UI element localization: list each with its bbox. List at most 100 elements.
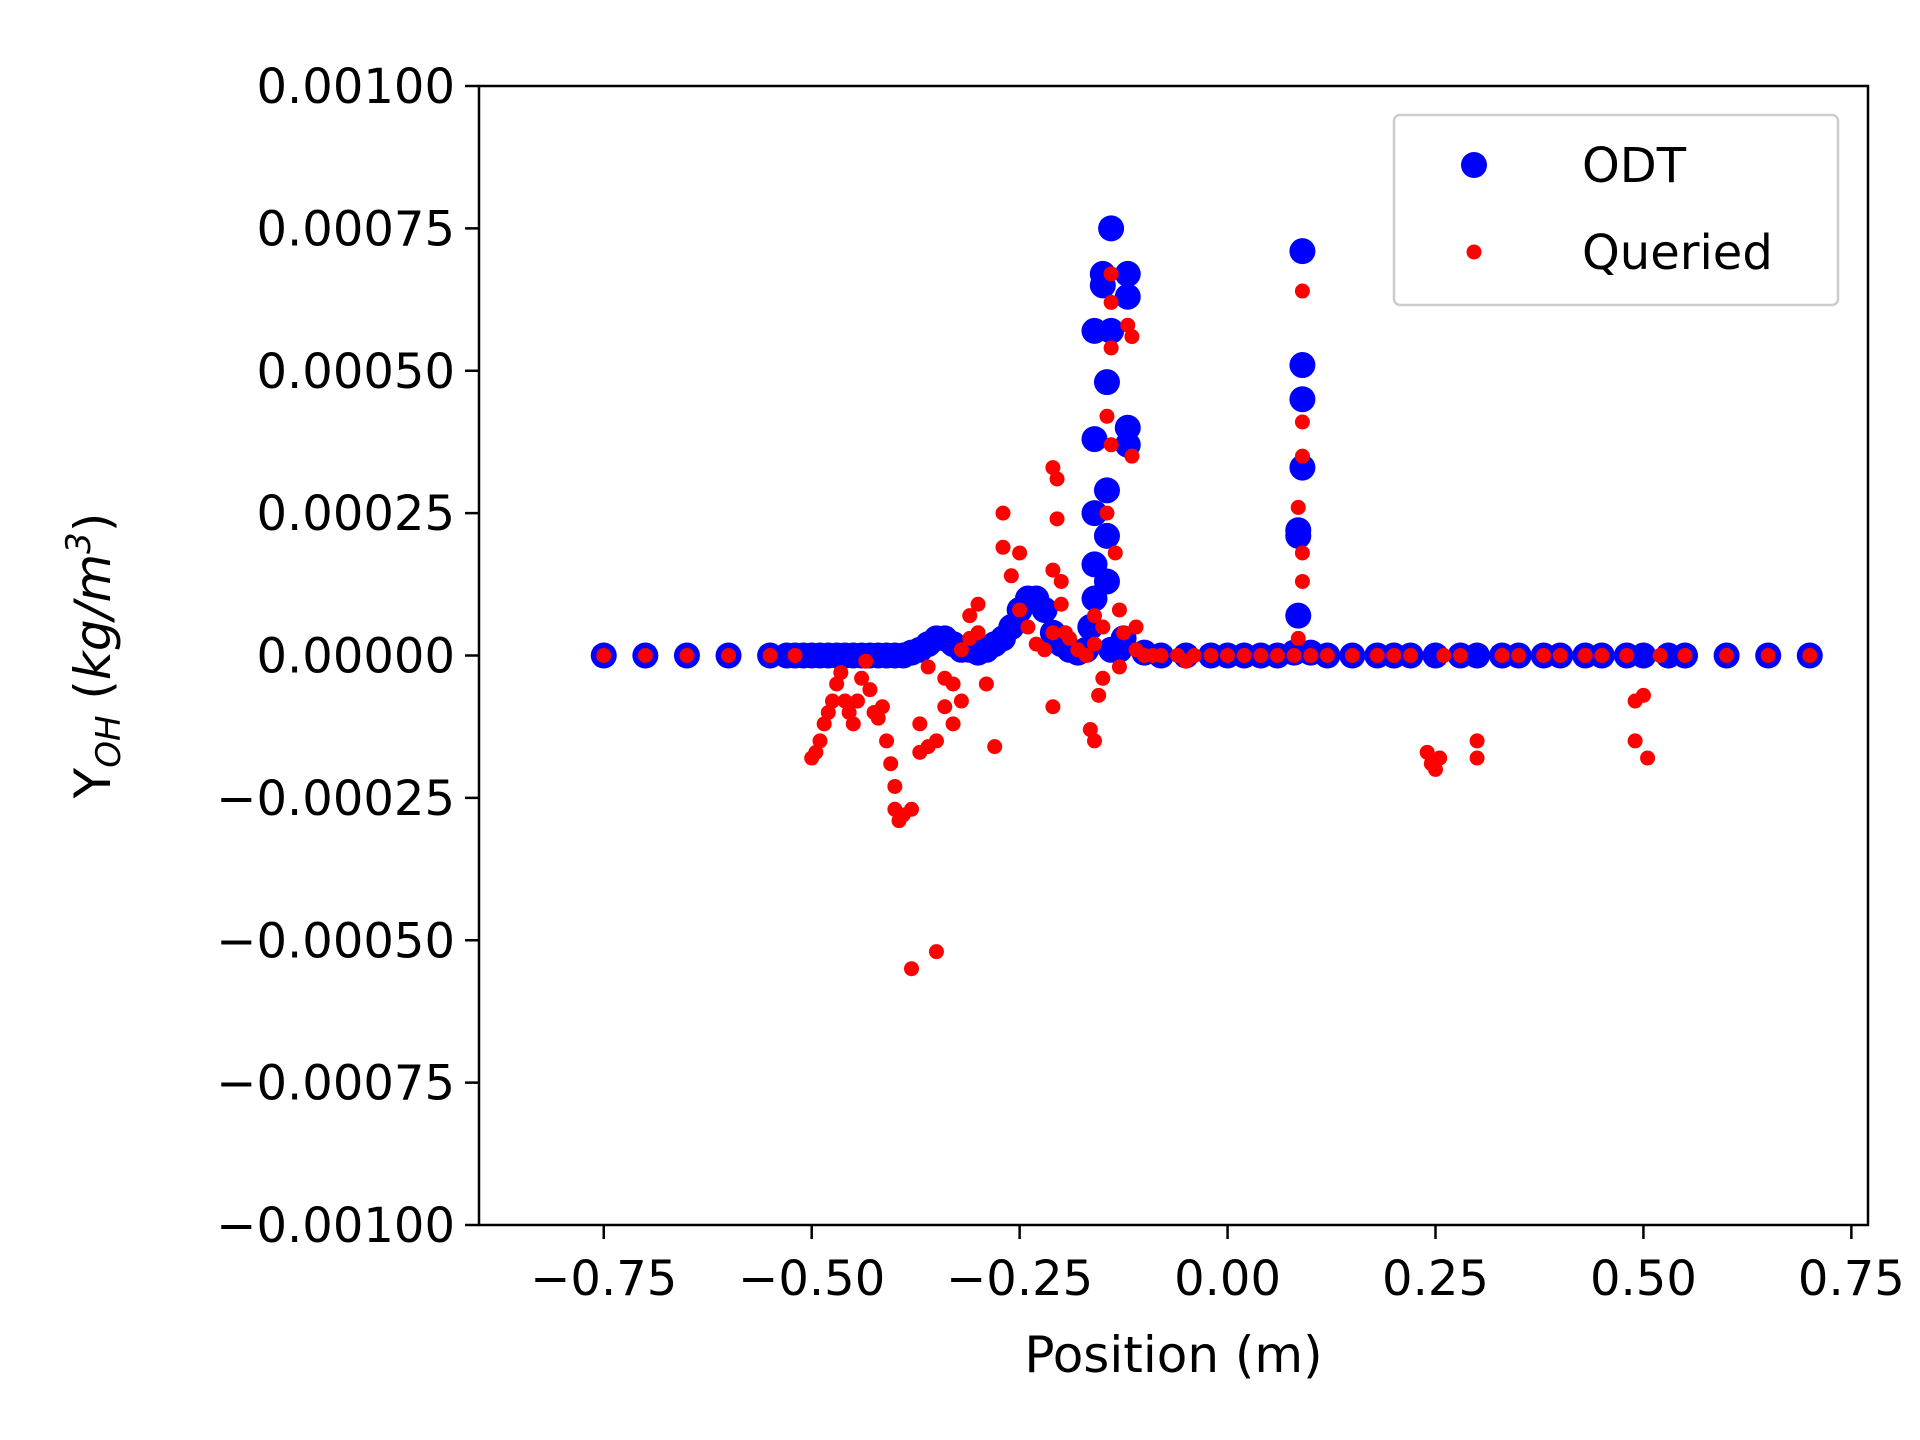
data-point <box>945 676 961 692</box>
data-point <box>1552 648 1568 663</box>
data-point <box>1114 260 1141 287</box>
data-point <box>1303 648 1319 663</box>
data-point <box>1020 619 1036 635</box>
data-point <box>920 659 936 675</box>
data-point <box>1630 642 1657 669</box>
data-point <box>1452 648 1468 663</box>
data-point <box>637 648 653 663</box>
data-point <box>995 505 1011 521</box>
legend: ODT Queried <box>1392 113 1840 307</box>
data-point <box>1419 744 1435 760</box>
data-point <box>887 778 903 794</box>
data-point <box>1103 266 1119 282</box>
data-point <box>937 699 953 715</box>
data-point <box>845 716 861 732</box>
data-point <box>1045 699 1061 715</box>
y-axis-title-base: Y <box>64 767 122 799</box>
data-point <box>987 739 1003 755</box>
data-point <box>1619 648 1635 663</box>
y-tick-label: −0.00050 <box>216 913 455 969</box>
data-point <box>1012 545 1028 561</box>
data-point <box>953 693 969 709</box>
data-point <box>841 704 857 720</box>
data-point <box>962 608 978 624</box>
data-point <box>1093 522 1120 549</box>
data-point <box>824 693 840 709</box>
data-point <box>1286 648 1302 663</box>
data-point <box>904 801 920 817</box>
data-point <box>1253 648 1269 663</box>
data-point <box>1099 505 1115 521</box>
data-point <box>1037 642 1053 658</box>
y-tick-label: 0.00050 <box>257 344 456 400</box>
data-point <box>970 625 986 641</box>
data-point <box>1294 448 1310 464</box>
data-point <box>1719 648 1735 663</box>
data-point <box>808 744 824 760</box>
data-point <box>1677 648 1693 663</box>
data-point <box>1103 437 1119 453</box>
data-point <box>1469 750 1485 766</box>
data-point <box>1114 283 1141 310</box>
data-point <box>1111 602 1127 618</box>
x-tick-label: 0.25 <box>1382 1251 1489 1307</box>
x-tick-label: 0.00 <box>1174 1251 1281 1307</box>
y-axis-title-subscript: OH <box>89 715 129 767</box>
data-point <box>1124 329 1140 345</box>
data-point <box>883 756 899 772</box>
legend-marker-odt <box>1461 152 1487 178</box>
data-point <box>1128 619 1144 635</box>
data-point <box>945 716 961 732</box>
data-point <box>1289 238 1316 265</box>
data-point <box>1086 608 1102 624</box>
data-point <box>1432 750 1448 766</box>
data-point <box>1635 687 1651 703</box>
data-point <box>1386 648 1402 663</box>
data-point <box>1099 408 1115 424</box>
data-point <box>812 733 828 749</box>
data-point <box>1290 499 1306 515</box>
y-axis-title-units-sup: 3 <box>59 532 99 554</box>
data-point <box>874 699 890 715</box>
data-point <box>1344 648 1360 663</box>
data-point <box>1116 625 1132 641</box>
data-point <box>1086 636 1102 652</box>
data-point <box>1081 426 1108 453</box>
data-point <box>1294 283 1310 299</box>
y-tick-label: 0.00025 <box>257 486 456 542</box>
legend-marker-queried <box>1466 244 1482 260</box>
data-point <box>1093 369 1120 396</box>
data-point <box>1093 568 1120 595</box>
data-point <box>1403 648 1419 663</box>
data-point <box>1045 460 1061 476</box>
data-point <box>995 539 1011 555</box>
data-point <box>596 648 612 663</box>
data-point <box>1031 596 1058 623</box>
data-point <box>833 665 849 681</box>
data-point <box>928 944 944 960</box>
data-point <box>1153 648 1169 663</box>
data-point <box>870 710 886 726</box>
data-point <box>1760 648 1776 663</box>
data-point <box>721 648 737 663</box>
data-point <box>1464 642 1491 669</box>
data-point <box>978 676 994 692</box>
data-point <box>1203 648 1219 663</box>
data-point <box>1577 648 1593 663</box>
data-point <box>1012 602 1028 618</box>
data-point <box>1111 659 1127 675</box>
data-point <box>787 648 803 663</box>
data-point <box>1285 517 1312 544</box>
y-tick-label: −0.00100 <box>216 1198 455 1254</box>
x-tick-label: 0.75 <box>1798 1251 1905 1307</box>
data-point <box>1294 414 1310 430</box>
data-point <box>837 693 853 709</box>
data-point <box>1045 625 1061 641</box>
data-point <box>1627 733 1643 749</box>
data-point <box>1107 545 1123 561</box>
x-tick-label: −0.25 <box>946 1251 1093 1307</box>
data-point <box>1294 573 1310 589</box>
data-point <box>858 653 874 669</box>
x-tick-label: −0.50 <box>738 1251 885 1307</box>
